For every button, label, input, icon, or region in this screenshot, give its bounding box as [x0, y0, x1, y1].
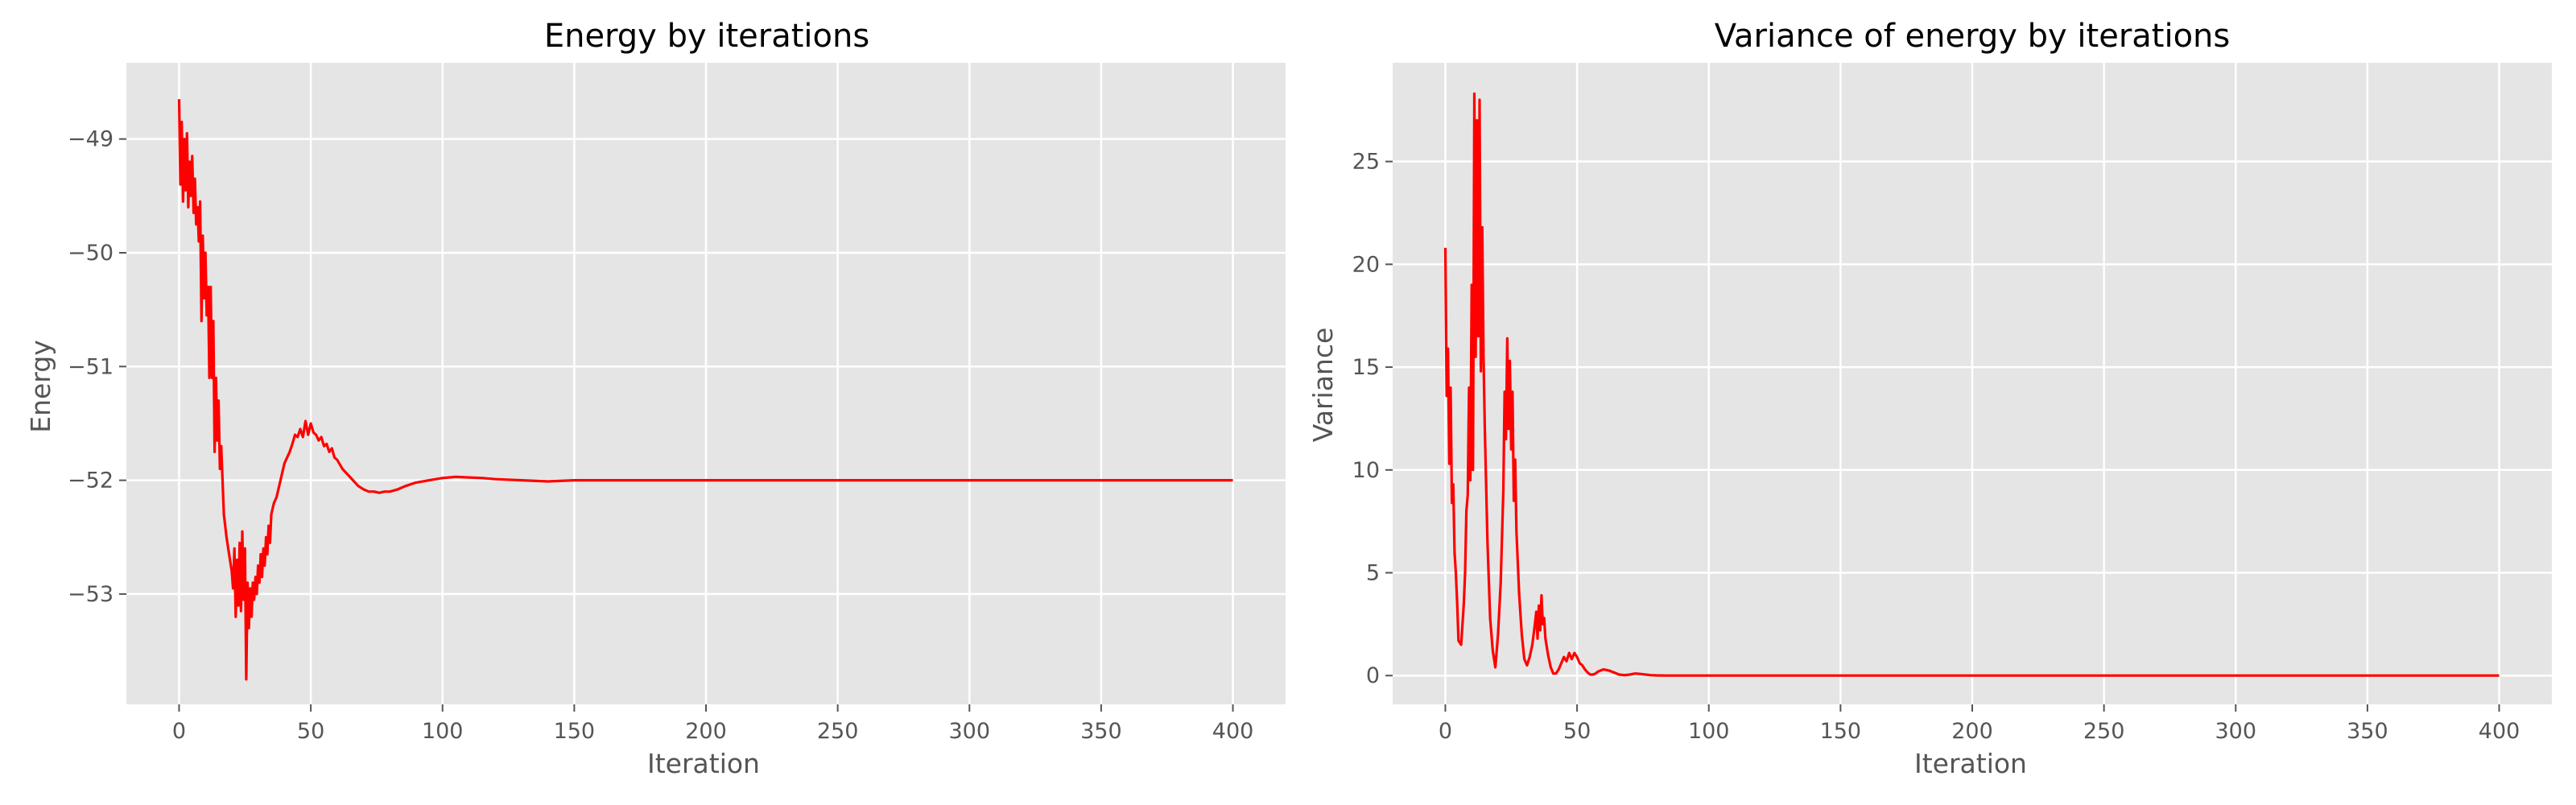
variance-xtick-label-8: 400	[2479, 719, 2520, 744]
variance-ytick-label-5: 25	[1352, 150, 1380, 175]
variance-ytick-label-1: 5	[1366, 561, 1380, 586]
variance-chart-title: Variance of energy by iterations	[1715, 18, 2230, 55]
variance-ytick-label-2: 10	[1352, 458, 1380, 483]
energy-xtick-label-2: 100	[422, 719, 464, 744]
energy-series-line-0	[177, 99, 1233, 681]
energy-xtick-label-7: 350	[1080, 719, 1122, 744]
energy-xtick-label-0: 0	[172, 719, 186, 744]
variance-ytick-label-3: 15	[1352, 355, 1380, 380]
variance-xtick-label-3: 150	[1820, 719, 1862, 744]
energy-ytick-label-1: −52	[68, 469, 114, 493]
energy-chart-ylabel: Energy	[25, 340, 56, 433]
variance-ytick-label-0: 0	[1366, 663, 1380, 688]
energy-chart-title: Energy by iterations	[544, 18, 869, 55]
energy-xtick-label-3: 150	[554, 719, 596, 744]
variance-xtick-label-1: 50	[1563, 719, 1591, 744]
energy-plot-area: 0 50 100 150 200 250 300 350 400 −53 −52 −51 −50 −49	[68, 63, 1286, 744]
energy-xtick-label-8: 400	[1212, 719, 1254, 744]
variance-chart: 0 50 100 150 200 250 300 350 400 0 5 10 15 20 25 Varia…	[1307, 18, 2552, 779]
variance-xtick-label-2: 100	[1688, 719, 1730, 744]
energy-ytick-label-2: −51	[68, 354, 114, 379]
energy-chart-xlabel: Iteration	[647, 748, 760, 779]
variance-xtick-label-0: 0	[1439, 719, 1452, 744]
variance-xtick-label-4: 200	[1951, 719, 1993, 744]
variance-chart-ylabel: Variance	[1307, 328, 1339, 443]
energy-ytick-label-3: −50	[68, 241, 114, 266]
variance-xtick-label-7: 350	[2347, 719, 2388, 744]
variance-xtick-label-6: 300	[2215, 719, 2256, 744]
variance-ytick-label-4: 20	[1352, 252, 1380, 277]
variance-xtick-label-5: 250	[2083, 719, 2125, 744]
energy-xtick-label-1: 50	[297, 719, 324, 744]
variance-chart-xlabel: Iteration	[1914, 748, 2027, 779]
variance-plot-area: 0 50 100 150 200 250 300 350 400 0 5 10 15 20 25	[1352, 63, 2552, 744]
energy-xtick-label-4: 200	[685, 719, 727, 744]
energy-chart: 0 50 100 150 200 250 300 350 400−53−52−51−50−49 …	[25, 18, 1286, 779]
energy-ytick-label-4: −49	[68, 127, 114, 152]
energy-xtick-label-5: 250	[817, 719, 859, 744]
energy-xtick-label-6: 300	[948, 719, 990, 744]
variance-series-line-0	[1443, 92, 2500, 677]
energy-ytick-label-0: −53	[68, 582, 114, 607]
